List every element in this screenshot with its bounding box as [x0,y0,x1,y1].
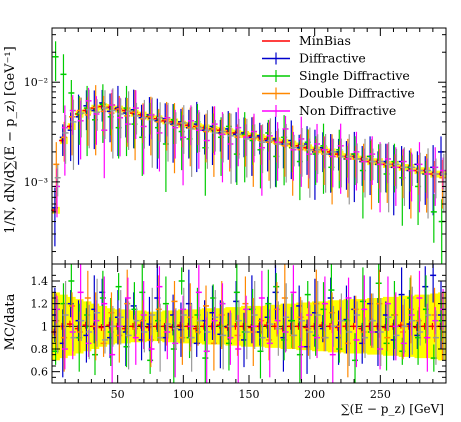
main-y-axis-label: 1/N, dN/d∑(E − p_z) [GeV⁻¹] [3,46,18,233]
y-tick-label: 10⁻³ [24,176,48,189]
legend-item: Double Diffractive [262,86,415,101]
ratio-y-tick-label: 1 [41,320,48,333]
ratio-series-extra [54,278,447,372]
ratio-panel: 0.6 0.8 1 1.2 1.4 50 100 150 200 250 [31,263,447,401]
ratio-series-diffractive [51,264,445,378]
series-non-diffractive [53,87,447,218]
x-tick-label: 50 [111,388,125,401]
x-tick-label: 250 [370,388,391,401]
legend-label: Non Diffractive [299,103,396,118]
ratio-y-axis-label: MC/data [3,293,18,350]
series-double-diffractive [53,85,446,219]
legend-label: MinBias [299,33,351,48]
legend-label: Diffractive [299,51,366,66]
legend-item: Single Diffractive [262,68,410,83]
x-tick-label: 100 [173,388,194,401]
y-tick-label: 10⁻² [24,76,48,89]
main-panel: 10⁻² 10⁻³ [24,27,447,265]
ratio-series-single-diffractive [52,264,445,383]
x-tick-label: 200 [304,388,325,401]
legend-item: Diffractive [262,51,366,66]
ratio-y-tick-label: 0.8 [31,343,49,356]
legend: MinBias Diffractive Single Diffractive Doub… [262,33,415,118]
legend-label: Double Diffractive [299,86,415,101]
ratio-y-tick-label: 1.4 [31,275,49,288]
legend-item: MinBias [262,33,351,48]
series-extra [54,88,447,219]
ratio-y-tick-label: 0.6 [31,366,49,379]
axis-labels: 1/N, dN/d∑(E − p_z) [GeV⁻¹] MC/data ∑(E … [3,46,444,416]
ratio-y-tick-label: 1.2 [31,298,49,311]
legend-label: Single Diffractive [299,68,410,83]
x-axis-label: ∑(E − p_z) [GeV] [341,402,444,416]
legend-item: Non Diffractive [262,103,396,118]
x-tick-label: 150 [239,388,260,401]
